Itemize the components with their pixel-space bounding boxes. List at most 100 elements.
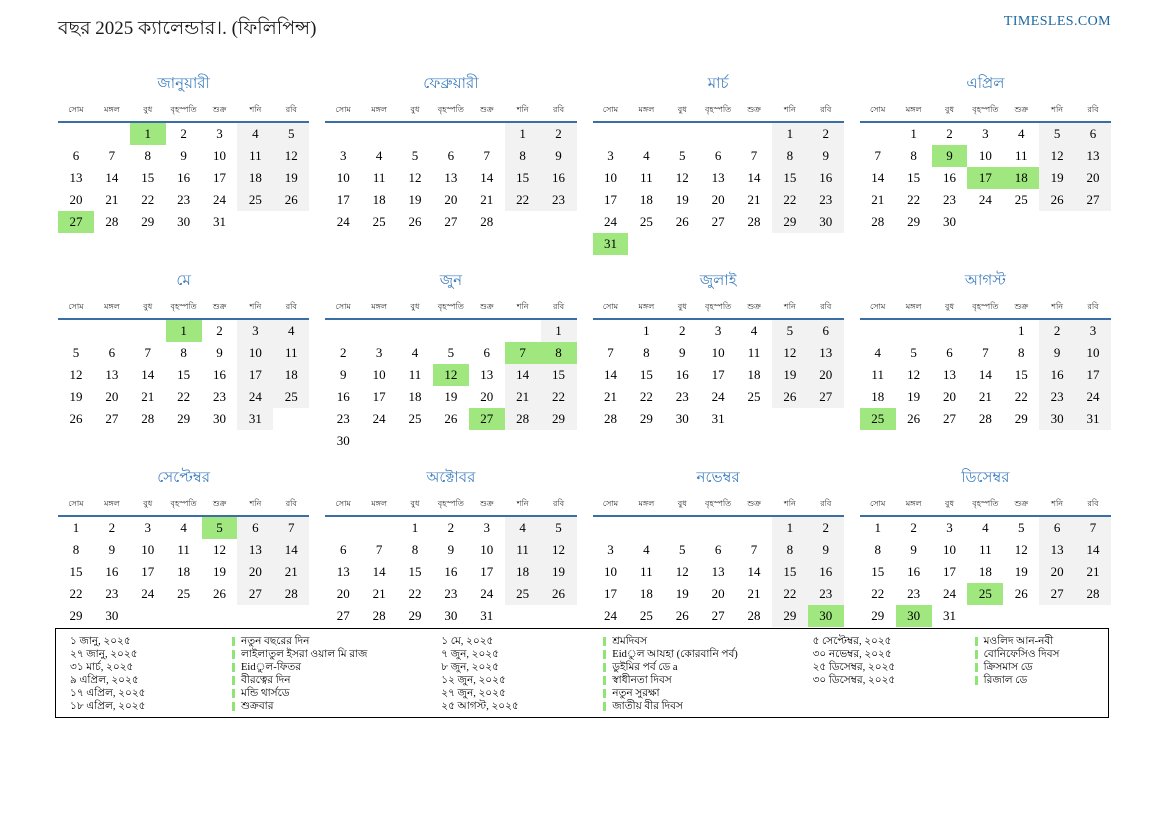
day-cell: 15 bbox=[871, 564, 885, 579]
day-cell: 15 bbox=[907, 170, 921, 185]
weekday-header: শনি bbox=[771, 102, 808, 123]
day-cell: 27 bbox=[711, 608, 725, 623]
day-cell: 23 bbox=[942, 192, 956, 207]
day-cell: 19 bbox=[1039, 167, 1076, 189]
holiday-legend: ১ জানু, ২০২৫ নতুন বছরের দিন ২৭ জানু, ২০২৫ ল… bbox=[55, 628, 1109, 718]
day-cell: 19 bbox=[907, 389, 921, 404]
day-cell: 11 bbox=[408, 367, 422, 382]
day-cell: 7 bbox=[504, 342, 541, 364]
day-cell bbox=[593, 516, 629, 539]
day-cell: 8 bbox=[504, 145, 541, 167]
day-cell: 29 bbox=[177, 411, 191, 426]
day-cell: 17 bbox=[336, 192, 350, 207]
site-link[interactable]: TIMESLES.COM bbox=[1003, 14, 1111, 29]
weekday-header: বৃহস্পতি bbox=[432, 299, 469, 320]
day-cell: 3 bbox=[1075, 319, 1111, 342]
weekday-header: রবি bbox=[273, 299, 310, 320]
month-grid: সোম মঙ্গল বুধ বৃহস্পতি শুক্র শনি রবি 1 2 3 4 5 6 7 8 9 1… bbox=[58, 102, 310, 233]
month-calendar: সেপ্টেম্বর সোম মঙ্গল বুধ বৃহস্পতি শুক্র শনি রবি… bbox=[58, 462, 310, 659]
weekday-header: বুধ bbox=[129, 299, 166, 320]
legend-entry: ২৭ জানু, ২০২৫ লাইলাতুল ইসরা ওয়াল মি রাজ bbox=[70, 648, 441, 661]
day-cell: 23 bbox=[540, 189, 577, 211]
weekday-header: বুধ bbox=[931, 102, 968, 123]
day-cell: 29 bbox=[540, 408, 577, 430]
legend-date: ২৫ ডিসেম্বর, ২০২৫ bbox=[812, 662, 896, 673]
day-cell: 13 bbox=[807, 342, 844, 364]
day-cell: 2 bbox=[216, 323, 223, 338]
day-cell: 10 bbox=[336, 170, 350, 185]
day-cell: 22 bbox=[540, 386, 577, 408]
day-cell: 31 bbox=[213, 214, 226, 229]
day-cell: 11 bbox=[640, 564, 653, 579]
day-cell bbox=[628, 122, 664, 145]
day-cell: 18 bbox=[639, 192, 653, 207]
day-cell: 11 bbox=[504, 539, 541, 561]
legend-entry: ১ জানু, ২০২৫ নতুন বছরের দিন bbox=[70, 635, 441, 648]
day-cell bbox=[273, 211, 309, 233]
week-row: 30 bbox=[325, 430, 576, 452]
legend-holiday-name: জাতীয় বীর দিবস bbox=[603, 700, 683, 713]
day-cell bbox=[130, 605, 166, 627]
month-grid: সোম মঙ্গল বুধ বৃহস্পতি শুক্র শনি রবি 1 2 3 4 5 6 7 8 9 1… bbox=[592, 299, 844, 430]
day-cell: 26 bbox=[771, 386, 808, 408]
day-cell bbox=[469, 122, 505, 145]
day-cell: 1 bbox=[72, 520, 80, 535]
legend-holiday-name: লাইলাতুল ইসরা ওয়াল মি রাজ bbox=[232, 648, 367, 661]
day-cell: 24 bbox=[213, 192, 226, 207]
day-cell: 14 bbox=[978, 367, 992, 382]
weekday-header: সোম bbox=[859, 496, 896, 517]
day-cell bbox=[469, 430, 505, 452]
day-cell bbox=[202, 605, 238, 627]
day-cell: 30 bbox=[942, 214, 956, 229]
week-row: 31 bbox=[592, 233, 844, 255]
day-cell: 29 bbox=[141, 214, 155, 229]
day-cell: 21 bbox=[504, 386, 541, 408]
day-cell bbox=[505, 430, 541, 452]
week-row: 1 bbox=[325, 319, 577, 342]
legend-date: ৮ জুন, ২০২৫ bbox=[441, 662, 499, 673]
day-cell: 30 bbox=[675, 411, 689, 426]
day-cell: 10 bbox=[480, 542, 494, 557]
day-cell: 12 bbox=[771, 342, 808, 364]
holiday-bullet-icon bbox=[974, 650, 978, 659]
day-cell: 12 bbox=[1014, 542, 1028, 557]
day-cell bbox=[1075, 211, 1111, 233]
day-cell bbox=[433, 319, 469, 342]
day-cell: 18 bbox=[273, 364, 310, 386]
month-grid: সোম মঙ্গল বুধ বৃহস্পতি শুক্র শনি রবি 1 2 3 4 5 6 7 8 9 1… bbox=[58, 299, 310, 430]
day-cell: 15 bbox=[771, 167, 808, 189]
day-cell: 3 bbox=[946, 520, 953, 535]
month-title: জুলাই bbox=[699, 273, 737, 289]
weekday-header: সোম bbox=[325, 102, 362, 123]
weekday-header: মঙ্গল bbox=[628, 299, 665, 320]
day-cell: 21 bbox=[372, 586, 386, 601]
day-cell: 8 bbox=[910, 148, 917, 163]
month-calendar: জুন সোম মঙ্গল বুধ বৃহস্পতি শুক্র শনি রবি 1 2 3 4 5 6 7… bbox=[325, 265, 577, 462]
weekday-header: সোম bbox=[58, 102, 94, 123]
day-cell: 15 bbox=[69, 564, 83, 579]
day-cell: 12 bbox=[432, 364, 469, 386]
month-grid: সোম মঙ্গল বুধ বৃহস্পতি শুক্র শনি রবি 1 2 3 4 5 6 7 8 9 1… bbox=[859, 102, 1111, 233]
day-cell: 4 bbox=[375, 148, 383, 163]
day-cell: 21 bbox=[141, 389, 155, 404]
day-cell: 27 bbox=[807, 386, 844, 408]
legend-holiday-name: Eidুল-ফিতর bbox=[232, 661, 301, 674]
day-cell: 29 bbox=[1014, 411, 1028, 426]
week-row: 20 21 22 23 24 25 26 bbox=[325, 583, 577, 605]
day-cell: 4 bbox=[411, 345, 419, 360]
day-cell: 30 bbox=[213, 411, 226, 426]
day-cell bbox=[808, 233, 844, 255]
weekday-header: সোম bbox=[592, 299, 629, 320]
weekday-header: শনি bbox=[1039, 102, 1076, 123]
day-cell: 14 bbox=[273, 539, 310, 561]
day-cell: 18 bbox=[1003, 167, 1040, 189]
day-cell bbox=[237, 605, 273, 627]
day-cell: 25 bbox=[639, 214, 653, 229]
day-cell: 14 bbox=[372, 564, 386, 579]
day-cell: 23 bbox=[807, 583, 844, 605]
day-cell: 3 bbox=[237, 319, 274, 342]
weekday-header: মঙ্গল bbox=[361, 299, 398, 320]
day-cell: 24 bbox=[141, 586, 155, 601]
